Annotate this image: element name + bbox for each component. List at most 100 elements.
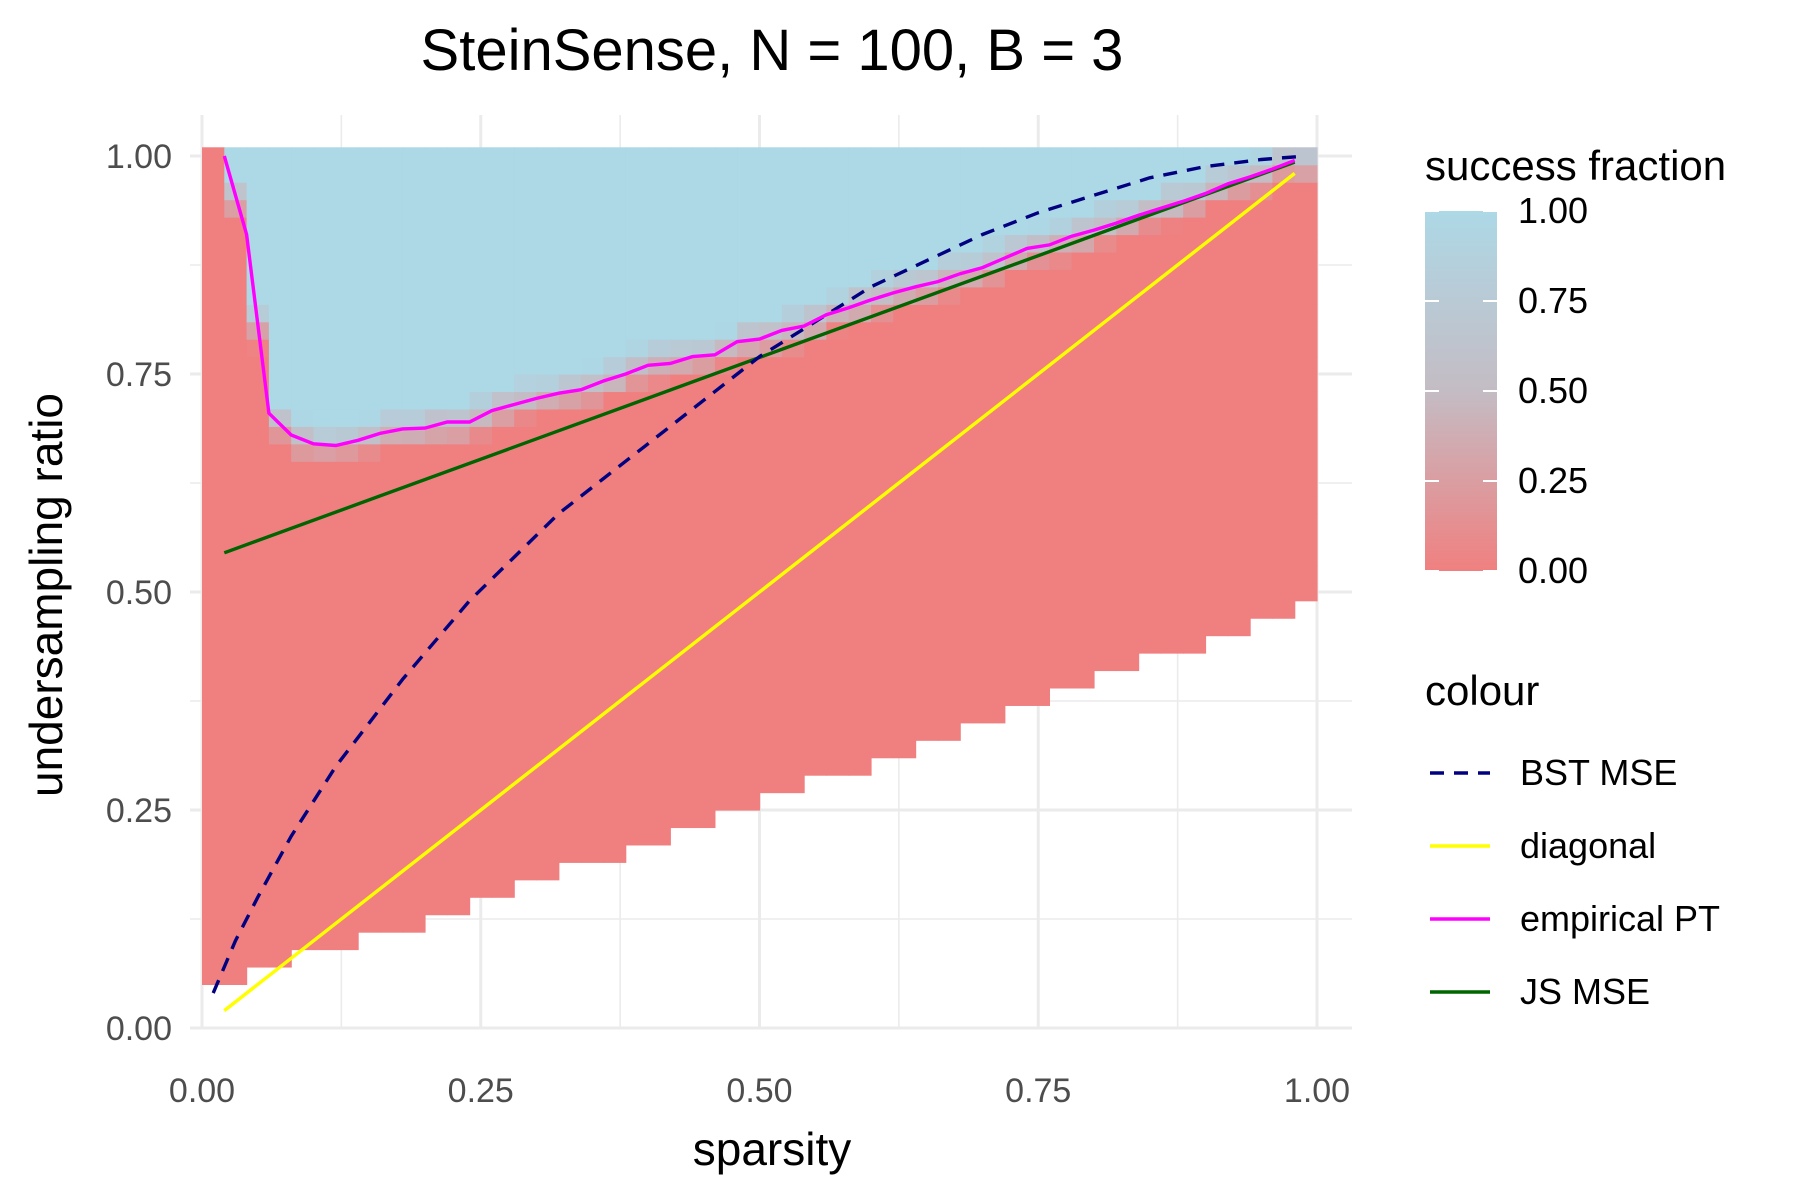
y-tick-label: 0.75	[106, 356, 172, 394]
heatmap-cell	[1183, 269, 1207, 288]
heatmap-cell	[402, 810, 426, 829]
heatmap-cell	[224, 339, 248, 358]
heatmap-cell	[848, 147, 872, 166]
heatmap-cell	[202, 600, 225, 619]
heatmap-cell	[380, 722, 404, 741]
heatmap-cell	[937, 321, 961, 340]
heatmap-cell	[692, 164, 716, 183]
heatmap-cell	[335, 810, 359, 829]
heatmap-cell	[1160, 426, 1184, 445]
heatmap-cell	[937, 182, 961, 201]
heatmap-cell	[1183, 217, 1207, 236]
heatmap-cell	[826, 757, 850, 776]
heatmap-cell	[514, 670, 538, 689]
heatmap-cell	[581, 147, 604, 166]
heatmap-cell	[224, 269, 248, 288]
heatmap-cell	[268, 391, 292, 410]
heatmap-cell	[714, 234, 738, 253]
heatmap-cell	[603, 548, 627, 567]
heatmap-cell	[268, 321, 292, 340]
heatmap-cell	[1138, 217, 1162, 236]
heatmap-cell	[581, 286, 604, 305]
heatmap-cell	[714, 147, 738, 166]
heatmap-cell	[781, 670, 805, 689]
heatmap-cell	[737, 548, 761, 567]
heatmap-cell	[781, 269, 805, 288]
heatmap-cell	[1294, 496, 1318, 515]
heatmap-cell	[358, 705, 381, 724]
heatmap-cell	[937, 391, 961, 410]
heatmap-cell	[692, 513, 716, 532]
heatmap-cell	[335, 827, 359, 846]
heatmap-cell	[1294, 461, 1318, 480]
heatmap-cell	[1160, 461, 1184, 480]
heatmap-cell	[603, 478, 627, 497]
heatmap-cell	[848, 461, 872, 480]
heatmap-cell	[246, 548, 270, 567]
heatmap-cell	[335, 565, 359, 584]
heatmap-cell	[447, 530, 471, 549]
heatmap-cell	[224, 530, 248, 549]
heatmap-cell	[358, 339, 381, 358]
heatmap-cell	[781, 530, 805, 549]
heatmap-cell	[893, 530, 917, 549]
heatmap-cell	[826, 478, 850, 497]
heatmap-cell	[514, 722, 538, 741]
heatmap-cell	[246, 164, 270, 183]
heatmap-cell	[469, 583, 493, 602]
heatmap-cell	[1027, 147, 1050, 166]
heatmap-cell	[759, 653, 783, 672]
heatmap-cell	[937, 304, 961, 323]
heatmap-cell	[246, 740, 270, 759]
heatmap-cell	[603, 583, 627, 602]
heatmap-cell	[1205, 618, 1229, 637]
heatmap-cell	[581, 722, 604, 741]
heatmap-cell	[781, 286, 805, 305]
heatmap-cell	[804, 478, 827, 497]
heatmap-cell	[759, 530, 783, 549]
heatmap-cell	[804, 635, 827, 654]
heatmap-cell	[202, 862, 225, 881]
heatmap-cell	[960, 530, 984, 549]
heatmap-cell	[781, 496, 805, 515]
heatmap-cell	[224, 862, 248, 881]
heatmap-cell	[1160, 635, 1184, 654]
heatmap-cell	[469, 234, 493, 253]
heatmap-cell	[425, 251, 448, 270]
heatmap-cell	[1138, 426, 1162, 445]
heatmap-cell	[425, 199, 448, 218]
heatmap-cell	[313, 565, 337, 584]
heatmap-cell	[425, 705, 448, 724]
heatmap-cell	[915, 147, 939, 166]
heatmap-cell	[358, 374, 381, 393]
heatmap-cell	[447, 321, 471, 340]
heatmap-cell	[1294, 374, 1318, 393]
heatmap-cell	[581, 391, 604, 410]
heatmap-cell	[514, 653, 538, 672]
heatmap-cell	[469, 635, 493, 654]
heatmap-cell	[447, 339, 471, 358]
heatmap-cell	[670, 705, 694, 724]
heatmap-cell	[1004, 670, 1028, 689]
heatmap-cell	[982, 443, 1006, 462]
heatmap-cell	[1138, 461, 1162, 480]
heatmap-cell	[759, 600, 783, 619]
heatmap-cell	[313, 408, 337, 427]
heatmap-cell	[714, 687, 738, 706]
heatmap-cell	[447, 705, 471, 724]
heatmap-cell	[402, 269, 426, 288]
heatmap-cell	[425, 164, 448, 183]
heatmap-cell	[871, 687, 894, 706]
heatmap-cell	[982, 304, 1006, 323]
heatmap-cell	[893, 251, 917, 270]
heatmap-cell	[402, 827, 426, 846]
heatmap-cell	[1272, 269, 1296, 288]
heatmap-cell	[625, 304, 649, 323]
heatmap-cell	[737, 705, 761, 724]
heatmap-cell	[581, 321, 604, 340]
heatmap-cell	[648, 600, 671, 619]
heatmap-cell	[781, 653, 805, 672]
heatmap-cell	[1049, 600, 1073, 619]
heatmap-cell	[826, 600, 850, 619]
heatmap-cell	[781, 391, 805, 410]
